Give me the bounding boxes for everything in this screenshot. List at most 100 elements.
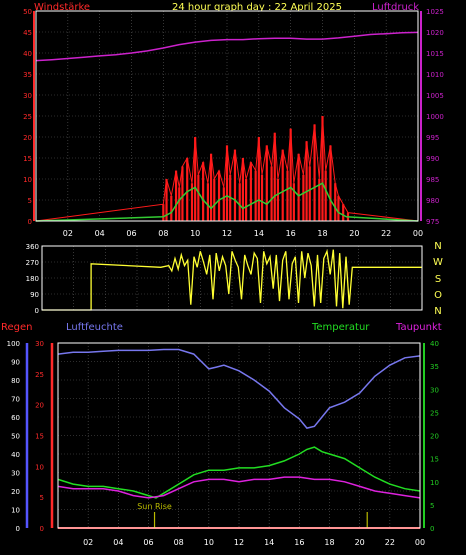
pressure-line: [35, 31, 419, 62]
wind-pressure-panel: 02 04 06 08 10 12 14 16 18 20 22 000510152025303540…: [23, 8, 444, 238]
x-tick-label: 04: [95, 229, 105, 238]
dewpoint-legend: Taupunkt: [395, 322, 442, 333]
wind-y-tick-label: 10: [23, 176, 32, 184]
humidity-y-tick-label: 50: [11, 433, 20, 441]
humidity-y-tick-label: 30: [11, 470, 20, 478]
temperature-y-tick-label: 25: [430, 409, 439, 417]
x-tick-label: 14: [264, 538, 274, 547]
pressure-y-tick-label: 1000: [426, 113, 444, 121]
compass-letter: S: [435, 274, 441, 285]
wind-y-tick-label: 30: [23, 92, 32, 100]
pressure-y-tick-label: 1010: [426, 71, 444, 79]
x-tick-label: 14: [254, 229, 264, 238]
x-tick-label: 12: [234, 538, 244, 547]
rain-y-tick-label: 25: [35, 371, 44, 379]
wind-y-tick-label: 40: [23, 50, 32, 58]
x-tick-label: 20: [355, 538, 365, 547]
direction-y-tick-label: 0: [35, 307, 39, 315]
x-tick-label: 08: [158, 229, 168, 238]
temperature-y-tick-label: 40: [430, 340, 439, 348]
humidity-line: [57, 348, 421, 429]
pressure-y-tick-label: 1020: [426, 29, 444, 37]
direction-y-tick-label: 270: [26, 259, 39, 267]
pressure-y-tick-label: 995: [426, 134, 439, 142]
wind-y-tick-label: 5: [28, 197, 32, 205]
temperature-y-tick-label: 30: [430, 386, 439, 394]
temperature-line: [57, 446, 421, 499]
rain-y-tick-label: 5: [40, 494, 44, 502]
x-tick-label: 16: [294, 538, 304, 547]
temperature-y-tick-label: 35: [430, 363, 439, 371]
humidity-y-tick-label: 10: [11, 507, 20, 515]
pressure-y-tick-label: 1005: [426, 92, 444, 100]
wind-y-tick-label: 0: [28, 218, 32, 226]
x-tick-label: 16: [286, 229, 296, 238]
plot-frame: [41, 245, 423, 311]
wind-average-line: [35, 182, 419, 222]
x-tick-label: 10: [204, 538, 214, 547]
compass-letter: O: [434, 290, 442, 301]
temperature-y-tick-label: 15: [430, 456, 439, 464]
x-tick-label: 12: [222, 229, 232, 238]
rain-y-tick-label: 0: [40, 525, 44, 533]
x-tick-label: 06: [143, 538, 153, 547]
wind-gust-line: [35, 115, 419, 222]
humidity-y-tick-label: 20: [11, 488, 20, 496]
pressure-y-tick-label: 1025: [426, 8, 444, 16]
humidity-y-tick-label: 80: [11, 377, 20, 385]
direction-y-tick-label: 180: [26, 275, 39, 283]
x-tick-label: 04: [113, 538, 123, 547]
x-tick-label: 18: [324, 538, 334, 547]
x-tick-label: 22: [381, 229, 391, 238]
compass-letter: W: [433, 257, 443, 268]
rain-y-tick-label: 20: [35, 402, 44, 410]
wind-direction-line: [42, 248, 422, 311]
humidity-y-tick-label: 40: [11, 451, 20, 459]
x-tick-label: 10: [190, 229, 200, 238]
pressure-y-tick-label: 990: [426, 155, 439, 163]
x-tick-label: 02: [83, 538, 93, 547]
humidity-y-tick-label: 100: [7, 340, 20, 348]
dewpoint-line: [57, 476, 421, 499]
wind-y-tick-label: 20: [23, 134, 32, 142]
pressure-y-tick-label: 975: [426, 218, 439, 226]
rain-y-tick-label: 15: [35, 433, 44, 441]
compass-letter: N: [434, 241, 441, 252]
humidity-y-tick-label: 70: [11, 396, 20, 404]
x-tick-label: 20: [349, 229, 359, 238]
humidity-y-tick-label: 0: [16, 525, 20, 533]
plot-frame: [57, 342, 421, 529]
direction-y-tick-label: 90: [30, 291, 39, 299]
x-tick-label: 08: [174, 538, 184, 547]
rain-legend: Regen: [1, 322, 33, 333]
x-tick-label: 18: [317, 229, 327, 238]
temperature-legend: Temperatur: [311, 322, 370, 333]
rain-y-tick-label: 10: [35, 463, 44, 471]
wind-y-tick-label: 50: [23, 8, 32, 16]
rain-y-tick-label: 30: [35, 340, 44, 348]
humidity-legend: Luftfeuchte: [66, 322, 123, 333]
wind-axis-title: Windstärke: [34, 2, 90, 13]
compass-letter: N: [434, 306, 441, 317]
wind-y-tick-label: 25: [23, 113, 32, 121]
temperature-y-tick-label: 10: [430, 479, 439, 487]
x-tick-label: 02: [63, 229, 73, 238]
sunrise-label: Sun Rise: [137, 502, 172, 511]
x-tick-label: 22: [385, 538, 395, 547]
humidity-y-tick-label: 60: [11, 414, 20, 422]
temperature-y-tick-label: 0: [430, 525, 434, 533]
wind-direction-panel: 0 90 180 270 360: [26, 243, 423, 315]
temperature-y-tick-label: 20: [430, 433, 439, 441]
pressure-axis-title: Luftdruck: [372, 2, 419, 13]
wind-y-tick-label: 45: [23, 29, 32, 37]
x-tick-label: 00: [413, 229, 423, 238]
pressure-y-tick-label: 980: [426, 197, 439, 205]
x-tick-label: 00: [415, 538, 425, 547]
temperature-humidity-panel: 02 04 06 08 10 12 14 16 18 20 22 000102030405060708…: [7, 340, 439, 547]
pressure-y-tick-label: 985: [426, 176, 439, 184]
graph-title: 24 hour graph day : 22 April 2025: [172, 2, 342, 13]
temperature-y-tick-label: 5: [430, 502, 434, 510]
humidity-y-tick-label: 90: [11, 359, 20, 367]
